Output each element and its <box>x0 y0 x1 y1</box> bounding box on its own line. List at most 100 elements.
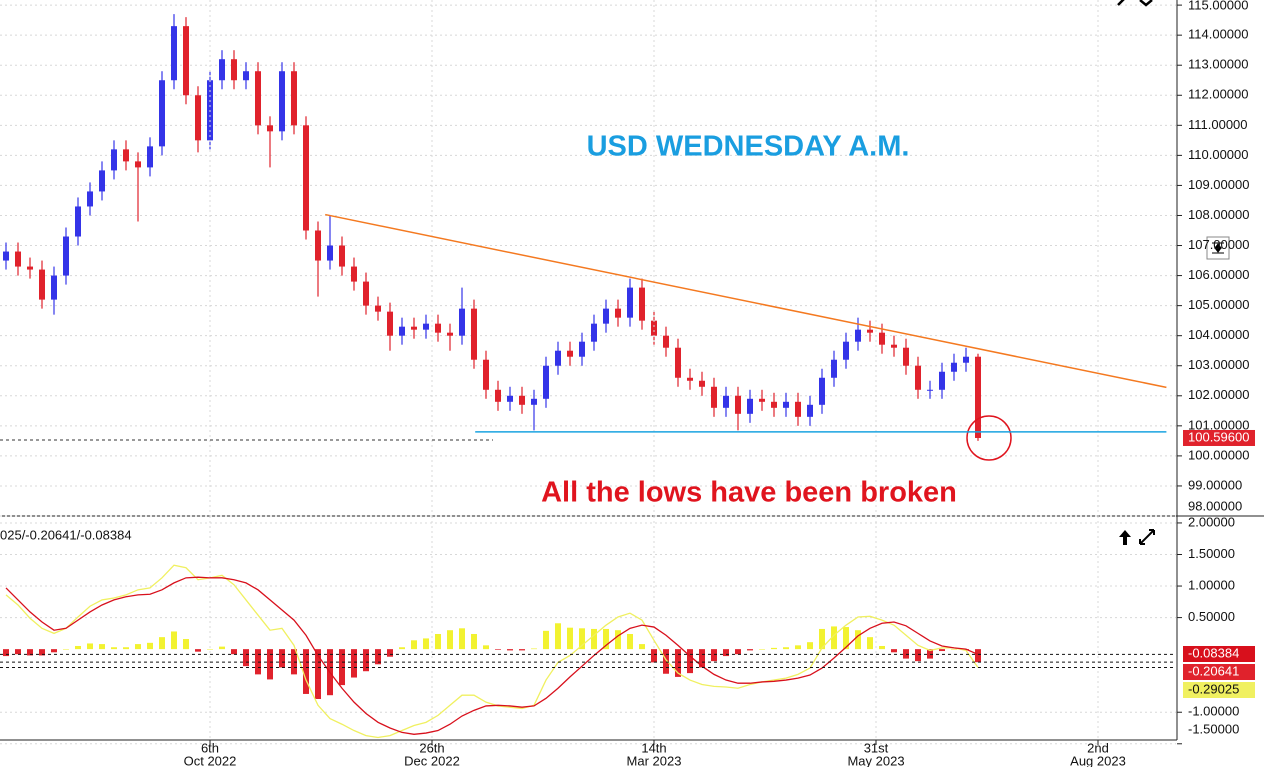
candle-body <box>807 404 813 417</box>
candle-body <box>975 356 981 438</box>
histogram-bar <box>795 645 801 650</box>
histogram-bar <box>231 649 237 655</box>
candle-body <box>123 149 129 162</box>
value-box-label: -0.08384 <box>1188 645 1239 660</box>
histogram-bar <box>195 649 201 652</box>
candle-body <box>903 347 909 366</box>
icon[interactable] <box>1117 0 1153 7</box>
histogram-bar <box>747 649 753 651</box>
value-box <box>1183 429 1255 446</box>
y-tick-label: 1.00000 <box>1188 577 1235 592</box>
x-tick-label: 14th <box>641 740 666 755</box>
candle-body <box>51 275 57 300</box>
candle-body <box>147 146 153 168</box>
candle-body <box>843 341 849 360</box>
candle-body <box>423 323 429 330</box>
candle-body <box>39 269 45 300</box>
y-tick-label: 111.00000 <box>1188 117 1248 132</box>
x-tick-label: May 2023 <box>847 753 904 767</box>
y-tick-label: 98.00000 <box>1188 498 1242 513</box>
candle-body <box>543 365 549 399</box>
value-box <box>1183 664 1255 680</box>
candle-body <box>351 266 357 282</box>
y-tick-label: 112.00000 <box>1188 87 1249 102</box>
histogram-bar <box>699 649 705 668</box>
candle-body <box>435 323 441 333</box>
histogram-bar <box>207 649 213 650</box>
y-tick-label: 115.00000 <box>1188 0 1249 12</box>
candle-body <box>867 329 873 333</box>
candle-body <box>879 332 885 345</box>
candle-body <box>183 26 189 96</box>
candle-body <box>243 71 249 81</box>
y-tick-label: 109.00000 <box>1188 177 1249 192</box>
histogram-bar <box>423 638 429 650</box>
candle-body <box>291 71 297 126</box>
value-box-label: -0.29025 <box>1188 681 1239 696</box>
histogram-bar <box>627 633 633 650</box>
candle-body <box>255 71 261 126</box>
y-tick-label: 105.00000 <box>1188 297 1249 312</box>
histogram-bar <box>615 630 621 650</box>
histogram-bar <box>855 630 861 650</box>
x-tick-label: Aug 2023 <box>1070 753 1126 767</box>
y-tick-label: -1.00000 <box>1188 704 1239 719</box>
histogram-bar <box>807 642 813 650</box>
x-tick-label: 6th <box>201 740 219 755</box>
candle-body <box>459 308 465 336</box>
histogram-bar <box>915 649 921 662</box>
pane-icons[interactable] <box>1117 0 1155 545</box>
icon-up[interactable] <box>1119 530 1131 545</box>
histogram-bar <box>495 649 501 650</box>
candle-body <box>63 236 69 276</box>
icon-expand[interactable] <box>1139 529 1155 545</box>
histogram-bar <box>147 642 153 650</box>
candle-body <box>75 206 81 237</box>
candle-body <box>939 371 945 390</box>
histogram-bar <box>543 630 549 650</box>
candle-body <box>171 26 177 81</box>
histogram-bar <box>387 649 393 657</box>
histogram-bar <box>831 626 837 650</box>
histogram-bar <box>243 649 249 667</box>
y-tick-label: 114.00000 <box>1188 27 1249 42</box>
candle-body <box>339 245 345 267</box>
candle-body <box>615 308 621 318</box>
histogram-bar <box>87 643 93 650</box>
histogram-bar <box>891 649 897 653</box>
histogram-bar <box>603 628 609 650</box>
candle-body <box>735 395 741 414</box>
candle-body <box>315 230 321 261</box>
histogram-bar <box>951 649 957 650</box>
histogram-bar <box>723 649 729 657</box>
candle-body <box>951 362 957 372</box>
histogram-bar <box>819 628 825 650</box>
candle-body <box>915 365 921 390</box>
x-tick-label: 2nd <box>1087 740 1109 755</box>
annotation: USD WEDNESDAY A.M. <box>587 131 910 163</box>
histogram-bar <box>63 649 69 650</box>
histogram-bar <box>735 649 741 655</box>
candle-body <box>651 320 657 336</box>
histogram-bar <box>435 633 441 650</box>
x-tick-label: Oct 2022 <box>184 753 237 767</box>
candle-body <box>711 386 717 408</box>
candle-body <box>687 377 693 381</box>
candle-body <box>555 350 561 366</box>
candle-body <box>411 326 417 330</box>
candle-body <box>699 380 705 387</box>
x-tick-label: 26th <box>419 740 444 755</box>
highlight-circle <box>966 415 1012 461</box>
candle-body <box>603 308 609 324</box>
histogram-bar <box>171 631 177 650</box>
axis-handle[interactable] <box>1206 236 1230 260</box>
candle-body <box>231 59 237 81</box>
candle-body <box>3 251 9 261</box>
histogram-bar <box>591 628 597 650</box>
histogram-bar <box>639 644 645 650</box>
candle-body <box>627 287 633 318</box>
candle-body <box>675 347 681 378</box>
histogram-bar <box>759 649 765 650</box>
histogram-bar <box>483 645 489 650</box>
